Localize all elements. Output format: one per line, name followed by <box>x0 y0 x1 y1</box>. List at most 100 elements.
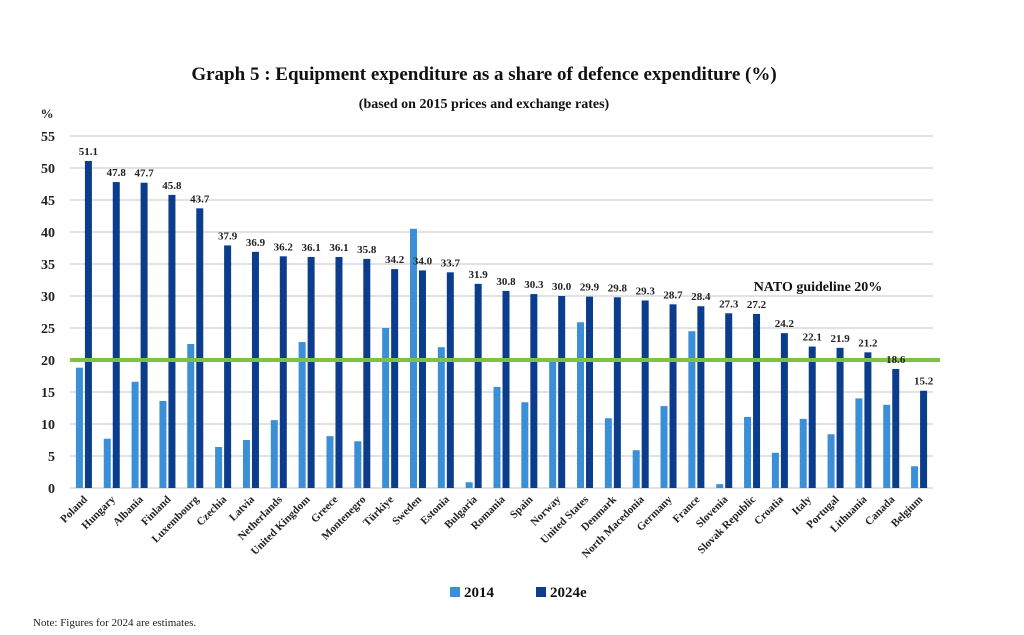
bar-2014 <box>131 381 139 488</box>
bar-2024e <box>363 258 371 488</box>
y-tick-label: 0 <box>48 482 55 497</box>
bar-2024e <box>502 290 510 488</box>
bar-2024e <box>140 182 148 488</box>
y-tick-label: 30 <box>41 290 55 305</box>
bar-2024e <box>697 306 705 488</box>
bar-2024e <box>725 313 733 488</box>
bar-2014 <box>270 420 278 488</box>
bar-2024e <box>753 313 761 488</box>
bar-2014 <box>521 402 529 488</box>
bar-2024e <box>920 390 928 488</box>
data-label-2024e: 31.9 <box>469 269 489 281</box>
y-axis-label: % <box>41 106 54 121</box>
bar-2024e <box>558 296 566 488</box>
bar-2014 <box>493 386 501 488</box>
bar-2024e <box>780 333 788 488</box>
y-tick-label: 20 <box>41 354 55 369</box>
x-tick-label: Croatia <box>752 493 786 527</box>
bar-2024e <box>84 160 92 488</box>
data-label-2024e: 28.7 <box>663 289 683 301</box>
bar-2014 <box>298 342 306 488</box>
x-tick-label: Sweden <box>390 494 424 528</box>
data-label-2024e: 28.4 <box>691 291 711 303</box>
bar-2014 <box>883 404 891 488</box>
bar-2014 <box>911 466 919 488</box>
y-tick-label: 10 <box>41 418 55 433</box>
bar-2024e <box>530 294 538 488</box>
data-label-2024e: 21.2 <box>858 337 878 349</box>
bar-2024e <box>864 352 872 488</box>
data-label-2024e: 29.9 <box>580 282 600 294</box>
y-axis-ticks: 0 5 10 15 20 25 30 35 40 45 50 55 <box>41 130 55 497</box>
data-label-2024e: 45.8 <box>162 180 182 192</box>
data-label-2024e: 36.1 <box>329 242 348 254</box>
bar-2024e <box>641 300 649 488</box>
data-label-2024e: 34.2 <box>385 254 405 266</box>
bar-2024e <box>892 368 900 488</box>
bar-2024e <box>391 269 399 488</box>
bar-2024e <box>808 346 816 488</box>
x-tick-label: Türkiye <box>361 494 396 529</box>
data-label-2024e: 18.6 <box>886 354 906 366</box>
x-tick-label: Italy <box>790 493 814 517</box>
y-tick-label: 35 <box>41 258 55 273</box>
data-label-2024e: 30.8 <box>496 276 516 288</box>
bar-2024e <box>168 194 176 488</box>
bar-2024e <box>112 182 120 488</box>
bar-2014 <box>660 406 668 488</box>
bar-2024e <box>307 256 315 488</box>
bar-2014 <box>744 416 752 488</box>
bar-2014 <box>604 418 612 488</box>
y-tick-label: 55 <box>41 130 55 145</box>
bar-2024e <box>279 256 287 488</box>
bar-2024e <box>335 256 343 488</box>
data-label-2024e: 29.8 <box>608 282 628 294</box>
y-tick-label: 50 <box>41 162 55 177</box>
data-label-2024e: 15.2 <box>914 376 934 388</box>
y-tick-label: 40 <box>41 226 55 241</box>
bar-2024e <box>251 251 259 488</box>
bar-2014 <box>354 441 362 488</box>
bar-2014 <box>716 484 724 488</box>
bar-2014 <box>771 452 779 488</box>
data-label-2024e: 22.1 <box>803 332 822 344</box>
bar-2024e <box>586 296 594 488</box>
bar-2024e <box>613 297 621 488</box>
bar-2014 <box>437 347 445 488</box>
bar-2024e <box>196 208 204 488</box>
legend-label-2014: 2014 <box>464 585 495 601</box>
data-label-2024e: 24.2 <box>775 318 795 330</box>
bar-2024e <box>836 347 844 488</box>
y-tick-label: 5 <box>48 450 55 465</box>
bar-2014 <box>382 328 390 488</box>
chart-subtitle: (based on 2015 prices and exchange rates… <box>359 97 610 112</box>
data-label-2024e: 27.2 <box>747 299 767 311</box>
nato-guideline-label: NATO guideline 20% <box>754 280 883 295</box>
legend-label-2024e: 2024e <box>550 585 587 601</box>
data-label-2024e: 36.9 <box>246 237 266 249</box>
bar-2014 <box>577 322 585 488</box>
y-tick-label: 45 <box>41 194 55 209</box>
footnote: Note: Figures for 2024 are estimates. <box>33 617 196 629</box>
bars <box>75 160 928 489</box>
legend-swatch-2024e <box>536 587 546 597</box>
legend-swatch-2014 <box>450 587 460 597</box>
y-tick-label: 25 <box>41 322 55 337</box>
x-tick-label: Czechia <box>194 493 229 528</box>
data-label-2024e: 21.9 <box>830 333 850 345</box>
data-label-2024e: 33.7 <box>441 257 461 269</box>
data-label-2024e: 35.8 <box>357 244 377 256</box>
data-labels: 51.1 47.8 47.7 45.8 43.7 37.9 36.9 36.2 36.1 36.1… <box>79 146 934 388</box>
bar-2014 <box>103 438 111 488</box>
data-label-2024e: 29.3 <box>636 285 656 297</box>
bar-2024e <box>446 272 454 488</box>
bar-2014 <box>799 418 807 488</box>
data-label-2024e: 34.0 <box>413 255 433 267</box>
data-label-2024e: 47.7 <box>134 168 154 180</box>
data-label-2024e: 47.8 <box>107 167 127 179</box>
data-label-2024e: 36.2 <box>274 241 294 253</box>
data-label-2024e: 43.7 <box>190 193 210 205</box>
bar-2014 <box>632 450 640 488</box>
bar-2014 <box>326 436 334 488</box>
